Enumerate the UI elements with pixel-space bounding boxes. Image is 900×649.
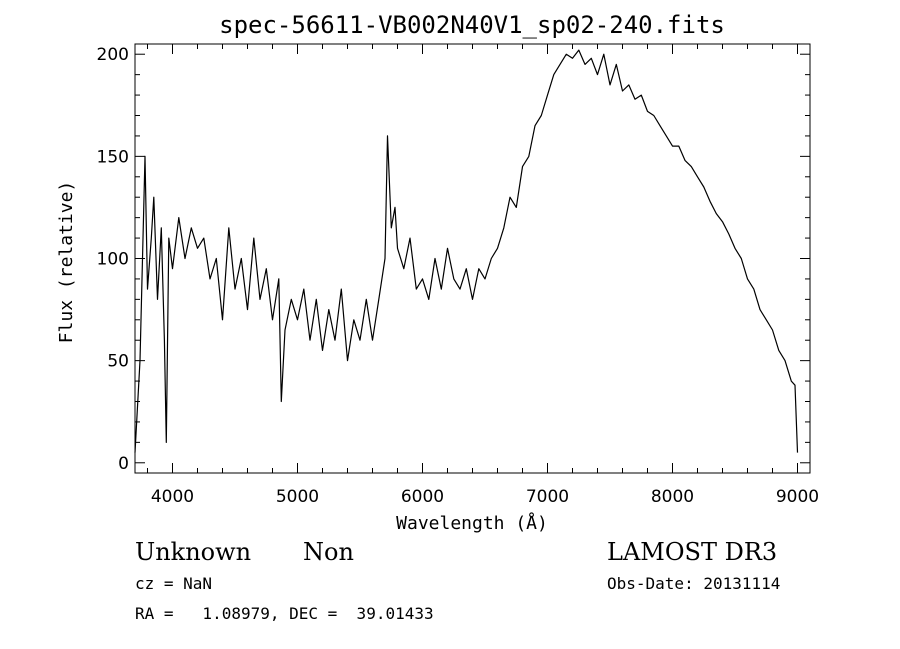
x-tick-label: 4000	[151, 487, 194, 507]
y-axis-label: Flux (relative)	[56, 181, 77, 344]
x-tick-label: 9000	[776, 487, 819, 507]
y-tick-label: 50	[107, 352, 129, 372]
object-class: Unknown	[135, 538, 252, 566]
x-axis: 4000 5000 6000 7000 8000 9000	[147, 44, 819, 507]
plot-frame	[134, 43, 811, 474]
x-axis-label: Wavelength (Å)	[396, 512, 548, 534]
x-tick-label: 7000	[526, 487, 569, 507]
y-tick-label: 200	[97, 45, 129, 65]
flux-series-line	[134, 49, 799, 453]
x-tick-label: 5000	[276, 487, 319, 507]
x-tick-label: 6000	[401, 487, 444, 507]
redshift-cz: cz = NaN	[135, 574, 213, 593]
observation-date: Obs-Date: 20131114	[607, 574, 781, 593]
y-tick-label: 0	[118, 454, 129, 474]
survey-release: LAMOST DR3	[607, 538, 778, 566]
plot-area	[134, 43, 811, 474]
y-tick-label: 150	[97, 147, 129, 167]
object-subclass: Non	[303, 538, 354, 566]
x-tick-label: 8000	[651, 487, 694, 507]
chart-title: spec-56611-VB002N40V1_sp02-240.fits	[219, 11, 725, 39]
y-axis: 0 50 100 150 200	[97, 45, 810, 474]
y-tick-label: 100	[97, 250, 129, 270]
coordinates: RA = 1.08979, DEC = 39.01433	[135, 604, 434, 623]
